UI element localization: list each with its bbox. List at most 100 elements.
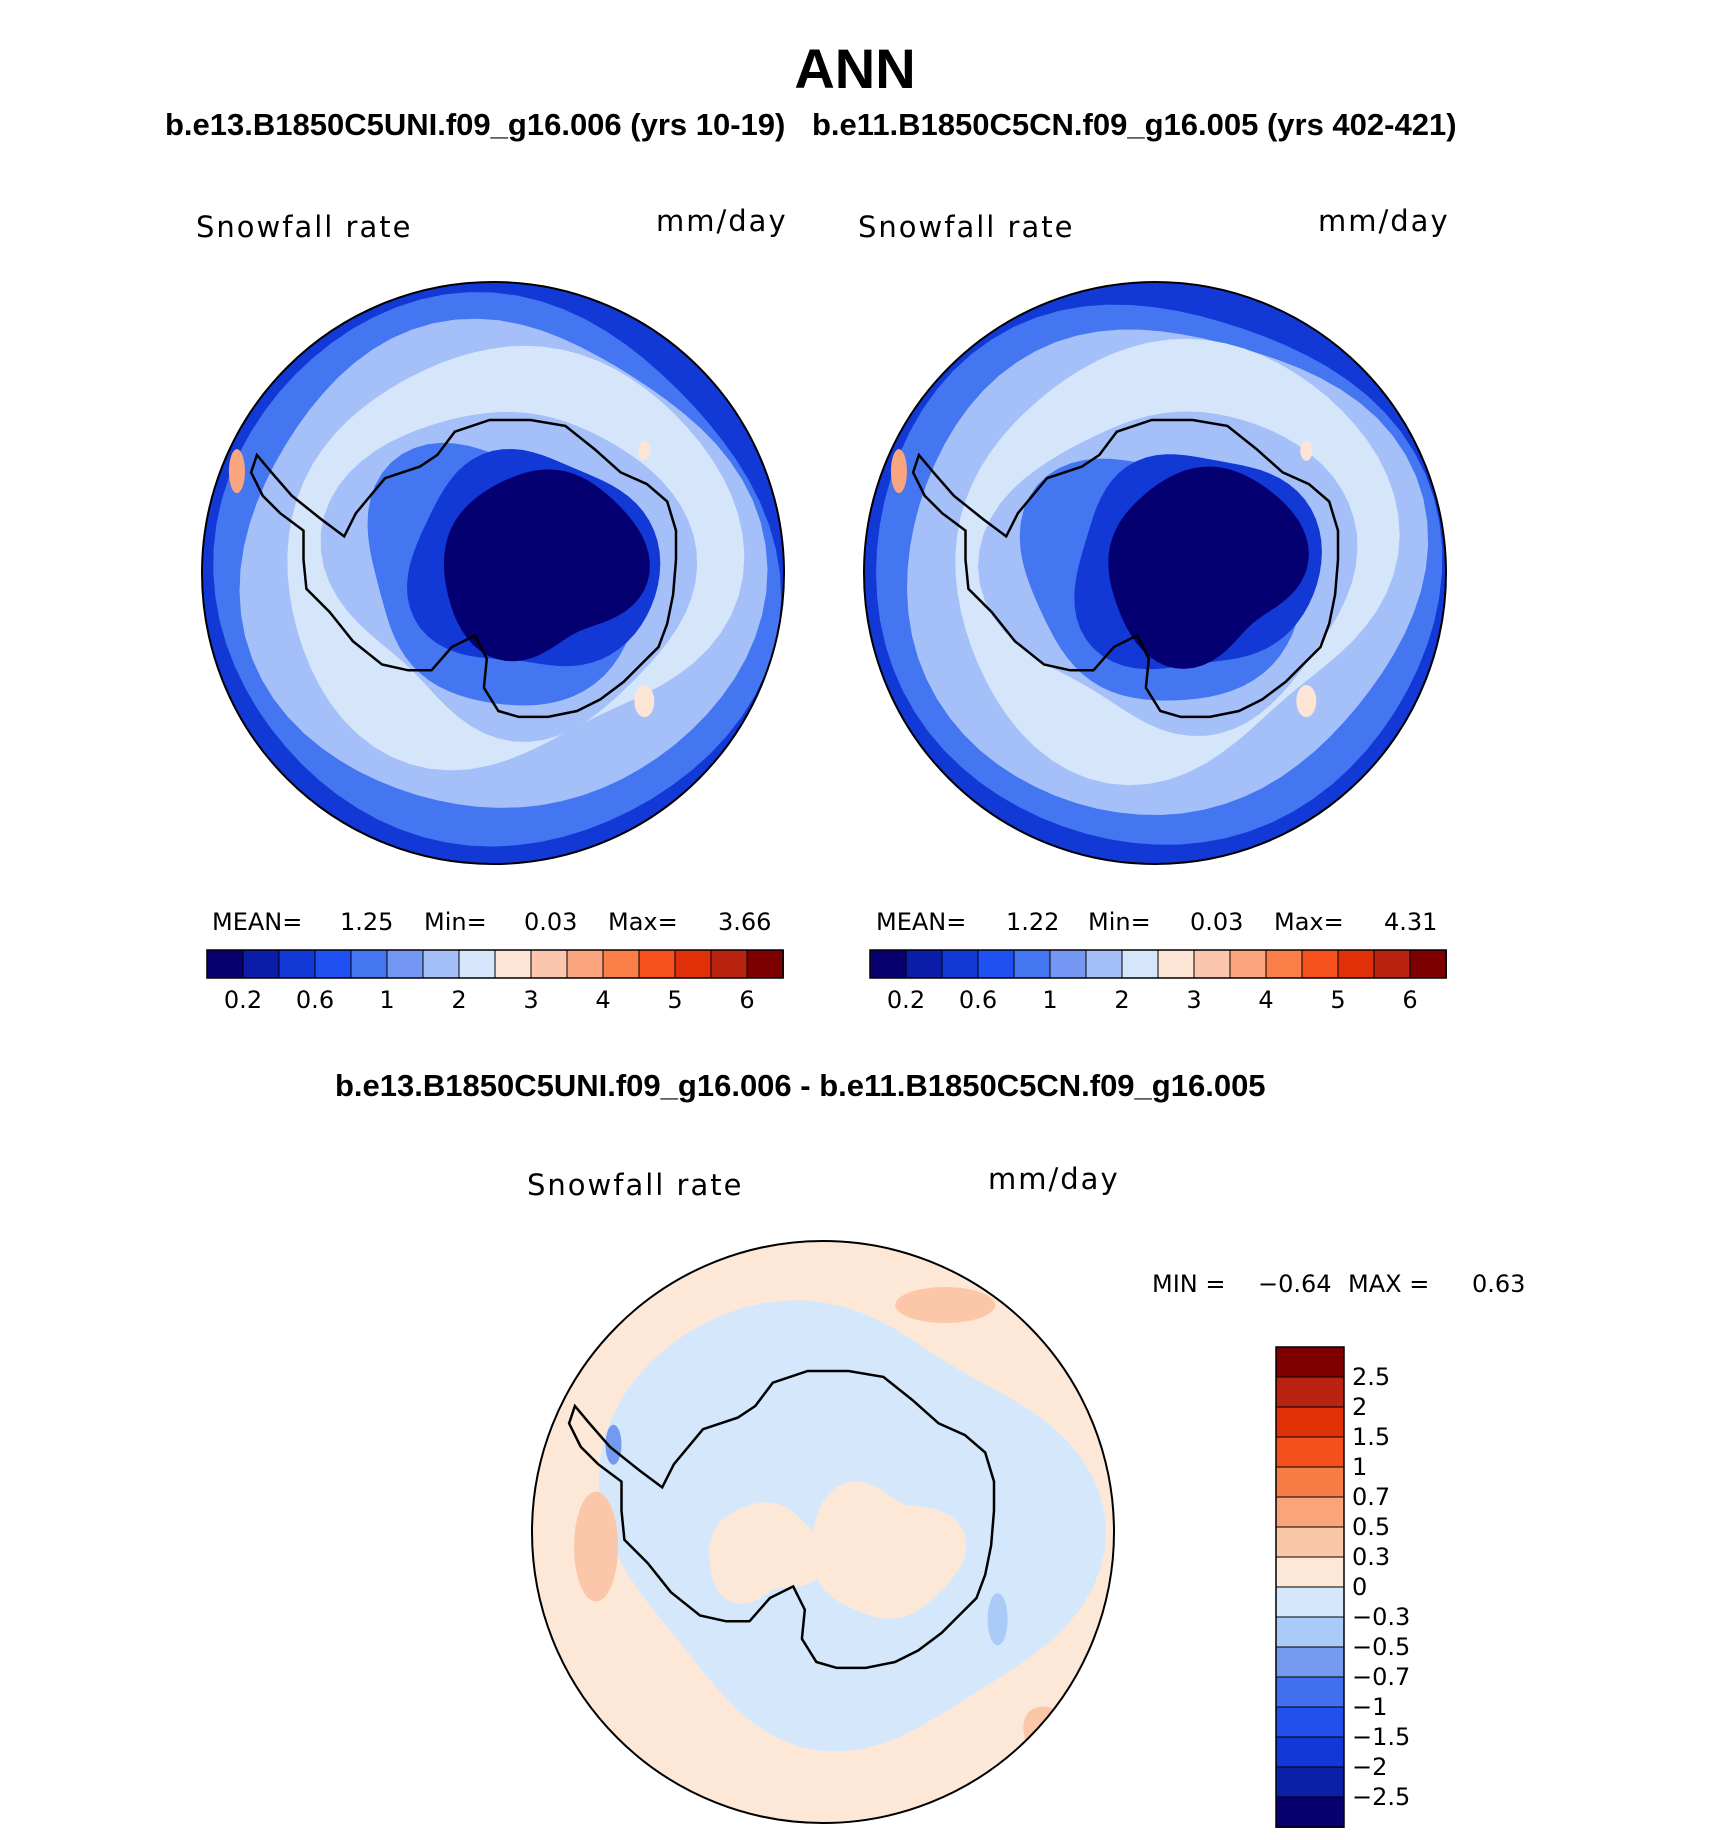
- panel1-max-label: Max=: [608, 908, 678, 936]
- diff-positive-anomaly-3: [895, 1287, 995, 1323]
- colorbar-swatch: [1276, 1767, 1344, 1797]
- coastal-maximum: [1296, 685, 1316, 717]
- colorbar-swatch: [1230, 950, 1266, 978]
- colorbar-tick-label: 2: [451, 986, 466, 1014]
- panel2-min-value: 0.03: [1190, 908, 1243, 936]
- colorbar-tick-label: −2.5: [1352, 1783, 1410, 1811]
- colorbar-swatch: [387, 950, 423, 978]
- colorbar-swatch: [1158, 950, 1194, 978]
- colorbar-swatch: [1194, 950, 1230, 978]
- diff-positive-anomaly: [574, 1492, 618, 1602]
- colorbar-swatch: [1276, 1467, 1344, 1497]
- colorbar-swatch: [423, 950, 459, 978]
- coastal-maximum: [634, 685, 654, 717]
- panel2-mean-value: 1.22: [1006, 908, 1059, 936]
- panel2-max-label: Max=: [1274, 908, 1344, 936]
- colorbar-swatch: [1276, 1617, 1344, 1647]
- panel2-units-label: mm/day: [1318, 204, 1450, 238]
- panel1-min-label: Min=: [424, 908, 487, 936]
- colorbar-swatch: [1276, 1557, 1344, 1587]
- panel2-min-label: Min=: [1088, 908, 1151, 936]
- panel3-variable-label: Snowfall rate: [527, 1168, 743, 1202]
- colorbar-swatch: [1276, 1677, 1344, 1707]
- colorbar-swatch: [531, 950, 567, 978]
- colorbar-swatch: [1276, 1437, 1344, 1467]
- colorbar-tick-label: 5: [1330, 986, 1345, 1014]
- colorbar-swatch: [495, 950, 531, 978]
- colorbar-swatch: [870, 950, 906, 978]
- colorbar-tick-label: 2: [1114, 986, 1129, 1014]
- colorbar-swatch: [1086, 950, 1122, 978]
- colorbar-tick-label: 3: [523, 986, 538, 1014]
- colorbar-tick-label: −0.3: [1352, 1603, 1410, 1631]
- colorbar-tick-label: 6: [739, 986, 754, 1014]
- colorbar-tick-label: 2: [1352, 1393, 1367, 1421]
- colorbar-tick-label: 4: [595, 986, 610, 1014]
- panel2-polar-map: [862, 275, 1448, 871]
- right-case-title: b.e11.B1850C5CN.f09_g16.005 (yrs 402-421…: [812, 107, 1457, 143]
- colorbar-swatch: [1276, 1497, 1344, 1527]
- colorbar-tick-label: −1.5: [1352, 1723, 1410, 1751]
- colorbar-tick-label: 0.7: [1352, 1483, 1390, 1511]
- colorbar-tick-label: 0.2: [887, 986, 925, 1014]
- colorbar-swatch: [978, 950, 1014, 978]
- colorbar-tick-label: 0.3: [1352, 1543, 1390, 1571]
- colorbar-tick-label: 1: [379, 986, 394, 1014]
- colorbar-swatch: [1338, 950, 1374, 978]
- panel3-max-label: MAX =: [1348, 1270, 1429, 1298]
- colorbar-tick-label: 0: [1352, 1573, 1367, 1601]
- colorbar-swatch: [1050, 950, 1086, 978]
- colorbar-swatch: [1374, 950, 1410, 978]
- colorbar-tick-label: 0.6: [959, 986, 997, 1014]
- panel2-colorbar: [870, 950, 1446, 978]
- colorbar-tick-label: 1: [1042, 986, 1057, 1014]
- panel3-colorbar: [1276, 1347, 1344, 1827]
- colorbar-swatch: [639, 950, 675, 978]
- peninsula-maximum: [229, 449, 245, 493]
- colorbar-tick-label: 0.6: [296, 986, 334, 1014]
- panel3-max-value: 0.63: [1472, 1270, 1525, 1298]
- colorbar-swatch: [243, 950, 279, 978]
- panel1-polar-map: [200, 275, 786, 871]
- colorbar-tick-label: 5: [667, 986, 682, 1014]
- panel1-min-value: 0.03: [524, 908, 577, 936]
- panel1-colorbar: [207, 950, 783, 978]
- panel1-mean-value: 1.25: [340, 908, 393, 936]
- colorbar-tick-label: 0.2: [224, 986, 262, 1014]
- colorbar-swatch: [1276, 1587, 1344, 1617]
- colorbar-swatch: [1276, 1377, 1344, 1407]
- colorbar-swatch: [1014, 950, 1050, 978]
- colorbar-swatch: [906, 950, 942, 978]
- colorbar-swatch: [351, 950, 387, 978]
- panel1-mean-label: MEAN=: [212, 908, 302, 936]
- colorbar-swatch: [747, 950, 783, 978]
- panel1-units-label: mm/day: [656, 204, 788, 238]
- colorbar-swatch: [1276, 1737, 1344, 1767]
- panel2-variable-label: Snowfall rate: [858, 210, 1074, 244]
- diff-negative-anomaly: [988, 1593, 1008, 1645]
- colorbar-swatch: [1276, 1527, 1344, 1557]
- coastal-maximum-2: [1300, 441, 1312, 461]
- difference-title: b.e13.B1850C5UNI.f09_g16.006 - b.e11.B18…: [335, 1068, 1266, 1104]
- colorbar-tick-label: 1: [1352, 1453, 1367, 1481]
- left-case-title: b.e13.B1850C5UNI.f09_g16.006 (yrs 10-19): [165, 107, 785, 143]
- panel1-max-value: 3.66: [718, 908, 771, 936]
- colorbar-swatch: [942, 950, 978, 978]
- colorbar-tick-label: 6: [1402, 986, 1417, 1014]
- colorbar-tick-label: −1: [1352, 1693, 1387, 1721]
- colorbar-swatch: [1276, 1707, 1344, 1737]
- panel1-variable-label: Snowfall rate: [196, 210, 412, 244]
- panel2-max-value: 4.31: [1384, 908, 1437, 936]
- colorbar-swatch: [1276, 1647, 1344, 1677]
- colorbar-swatch: [1276, 1407, 1344, 1437]
- colorbar-swatch: [675, 950, 711, 978]
- colorbar-swatch: [279, 950, 315, 978]
- peninsula-maximum: [891, 449, 907, 493]
- panel3-min-value: −0.64: [1258, 1270, 1332, 1298]
- colorbar-swatch: [1410, 950, 1446, 978]
- coastal-maximum-2: [638, 441, 650, 461]
- panel2-mean-label: MEAN=: [876, 908, 966, 936]
- colorbar-swatch: [207, 950, 243, 978]
- panel3-min-label: MIN =: [1152, 1270, 1225, 1298]
- colorbar-swatch: [1302, 950, 1338, 978]
